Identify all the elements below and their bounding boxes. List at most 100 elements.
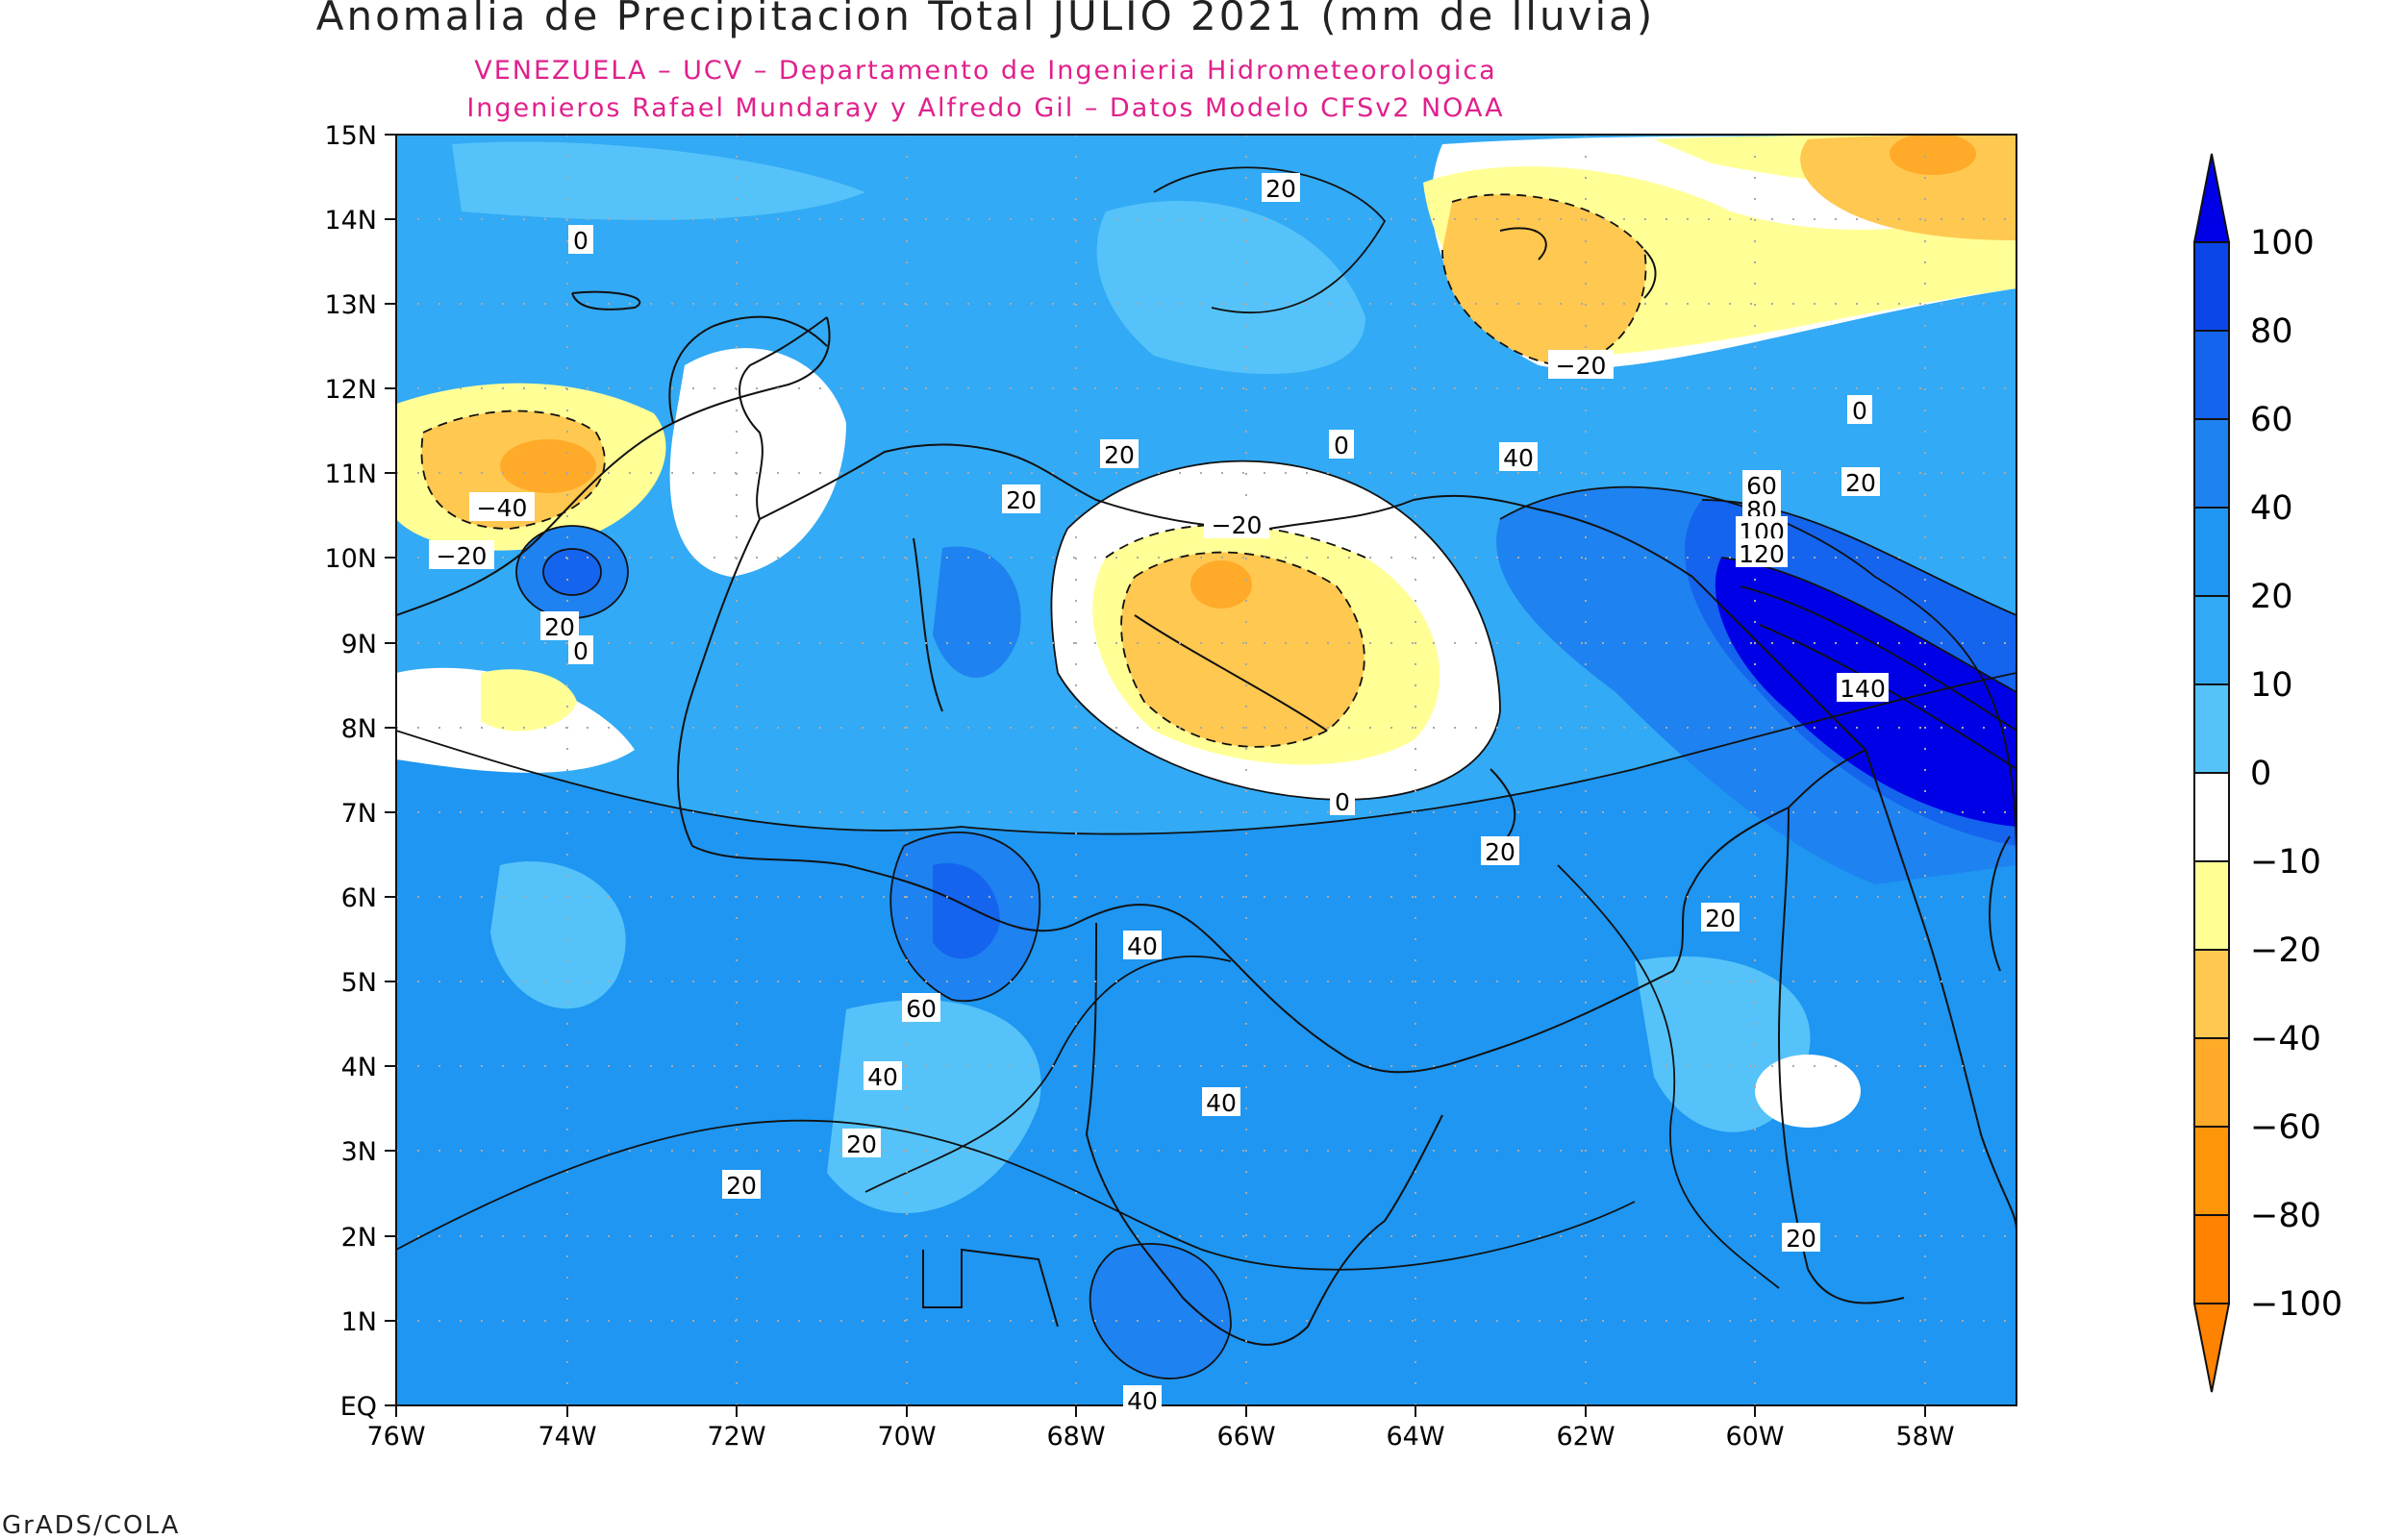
svg-text:40: 40 (1127, 1387, 1158, 1415)
lat-label: 7N (341, 799, 377, 829)
colorbar-label: −40 (2250, 1020, 2321, 1058)
longitude-labels: 76W 74W 72W 70W 68W 66W 64W 62W 60W 58W (366, 1422, 1954, 1452)
colorbar-segment (2193, 772, 2230, 862)
lat-label: 12N (324, 375, 377, 405)
lat-ticks (385, 134, 396, 1406)
colorbar-segment (2193, 241, 2230, 332)
colorbar-label: −80 (2250, 1197, 2321, 1235)
lat-label: 14N (324, 206, 377, 236)
svg-text:60: 60 (906, 995, 937, 1023)
svg-text:−20: −20 (1556, 352, 1607, 380)
colorbar-segment (2193, 1037, 2230, 1128)
lon-label: 68W (1046, 1422, 1105, 1452)
contour-label: 20 (1782, 1223, 1820, 1253)
lon-label: 62W (1556, 1422, 1615, 1452)
svg-text:−40: −40 (477, 494, 528, 522)
grid-lines (396, 135, 2016, 1405)
svg-text:20: 20 (1845, 469, 1876, 497)
svg-text:40: 40 (867, 1063, 898, 1091)
svg-text:0: 0 (1335, 788, 1350, 816)
contour-label: 20 (1701, 903, 1740, 932)
svg-text:0: 0 (573, 637, 588, 665)
svg-text:20: 20 (726, 1172, 757, 1200)
lat-label: 1N (341, 1307, 377, 1337)
svg-text:40: 40 (1127, 932, 1158, 960)
contour-label: −20 (1204, 509, 1269, 539)
colorbar-label: 0 (2250, 755, 2271, 793)
colorbar-label: 10 (2250, 666, 2293, 705)
svg-text:−20: −20 (437, 542, 488, 570)
lat-label: EQ (340, 1392, 377, 1422)
contour-label: 40 (1123, 931, 1162, 960)
colorbar-label: 20 (2250, 578, 2293, 616)
contour-label: 20 (1782, 1223, 1820, 1253)
colorbar-label: 40 (2250, 489, 2293, 528)
contour-label: 0 (568, 225, 593, 255)
colorbar-label: −100 (2250, 1285, 2342, 1324)
svg-text:20: 20 (1104, 441, 1135, 469)
svg-text:0: 0 (1852, 397, 1867, 425)
contour-label: 140 (1837, 673, 1889, 703)
colorbar-label: −60 (2250, 1108, 2321, 1147)
svg-text:20: 20 (1705, 905, 1736, 932)
colorbar-segment (2193, 418, 2230, 509)
contour-label: 0 (568, 635, 593, 665)
colorbar-segment (2193, 1214, 2230, 1304)
colorbar-segment (2193, 507, 2230, 597)
colorbar-label: 60 (2250, 401, 2293, 439)
colorbar-labels: 100 80 60 40 20 10 0 −10 −20 −40 −60 −80… (2250, 224, 2342, 1324)
colorbar-label: 80 (2250, 312, 2293, 351)
svg-text:−20: −20 (1212, 511, 1263, 539)
lon-label: 66W (1216, 1422, 1275, 1452)
subtitle-authors: Ingenieros Rafael Mundaray y Alfredo Gil… (466, 93, 1505, 123)
svg-text:20: 20 (1265, 175, 1296, 203)
lon-label: 58W (1895, 1422, 1954, 1452)
contour-label: −40 (469, 492, 535, 522)
svg-text:140: 140 (1840, 675, 1886, 703)
lat-label: 15N (324, 121, 377, 151)
contour-label: 20 (1841, 467, 1880, 497)
anomaly-field (396, 135, 2016, 1405)
svg-text:20: 20 (1485, 838, 1515, 866)
svg-text:0: 0 (1334, 432, 1349, 460)
map-frame (395, 134, 2017, 1406)
lat-label: 3N (341, 1137, 377, 1167)
lat-label: 2N (341, 1223, 377, 1253)
contour-label: 20 (1100, 439, 1139, 469)
lon-label: 76W (366, 1422, 425, 1452)
colorbar (2192, 153, 2231, 1393)
contour-label: 20 (1262, 173, 1300, 203)
colorbar-segment (2193, 949, 2230, 1039)
lon-label: 60W (1725, 1422, 1784, 1452)
contour-label: 120 (1736, 538, 1788, 568)
svg-text:40: 40 (1503, 444, 1534, 472)
contour-label: 0 (1330, 786, 1355, 816)
lat-label: 4N (341, 1053, 377, 1082)
contour-label: 0 (1329, 430, 1354, 460)
contour-label: 20 (1004, 486, 1042, 516)
contour-label: 60 (902, 993, 940, 1023)
colorbar-segment (2193, 683, 2230, 774)
lat-label: 11N (324, 460, 377, 489)
contour-label: −20 (1548, 350, 1614, 380)
contour-label: 40 (864, 1061, 902, 1091)
subtitle-institution: VENEZUELA – UCV – Departamento de Ingeni… (474, 56, 1497, 86)
contour-label: 0 (1847, 395, 1872, 425)
svg-text:120: 120 (1739, 540, 1785, 568)
map-title: Anomalia de Precipitacion Total JULIO 20… (315, 0, 1656, 39)
grads-credit: GrADS/COLA (2, 1511, 181, 1540)
lat-label: 10N (324, 544, 377, 574)
contour-label: 40 (1499, 442, 1538, 472)
colorbar-bottom-arrow (2192, 1303, 2231, 1393)
colorbar-segment (2193, 1126, 2230, 1216)
colorbar-top-arrow (2192, 153, 2231, 243)
lat-label: 6N (341, 883, 377, 913)
svg-text:40: 40 (1206, 1089, 1237, 1117)
svg-text:0: 0 (573, 227, 588, 255)
contour-label: 40 (1123, 1385, 1162, 1415)
lon-label: 72W (707, 1422, 765, 1452)
contour-label: 40 (1202, 1087, 1240, 1117)
latitude-labels: 15N 14N 13N 12N 11N 10N 9N 8N 7N 6N 5N 4… (324, 121, 377, 1422)
svg-text:20: 20 (1786, 1225, 1816, 1253)
